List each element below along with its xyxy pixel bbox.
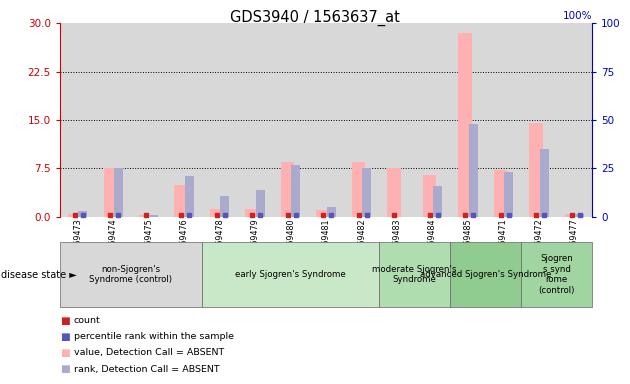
Text: non-Sjogren's
Syndrome (control): non-Sjogren's Syndrome (control) — [89, 265, 173, 284]
Text: 100%: 100% — [563, 11, 592, 21]
Text: value, Detection Call = ABSENT: value, Detection Call = ABSENT — [74, 348, 224, 358]
Bar — [316, 210, 330, 217]
Bar — [469, 124, 478, 217]
Bar — [565, 214, 578, 217]
Bar — [433, 186, 442, 217]
Text: count: count — [74, 316, 100, 325]
Bar — [505, 172, 513, 217]
Bar — [292, 165, 301, 217]
Bar — [423, 175, 437, 217]
Text: moderate Sjogren's
Syndrome: moderate Sjogren's Syndrome — [372, 265, 457, 284]
Bar — [540, 149, 549, 217]
Bar — [68, 214, 81, 217]
Text: GDS3940 / 1563637_at: GDS3940 / 1563637_at — [230, 10, 400, 26]
Text: ■: ■ — [60, 316, 69, 326]
Bar — [114, 169, 123, 217]
Bar — [139, 215, 152, 217]
Text: ■: ■ — [60, 332, 69, 342]
Bar — [459, 33, 472, 217]
Bar — [281, 162, 294, 217]
Bar — [387, 169, 401, 217]
Bar — [352, 162, 365, 217]
Text: early Sjogren's Syndrome: early Sjogren's Syndrome — [235, 270, 346, 279]
Bar — [256, 190, 265, 217]
Text: rank, Detection Call = ABSENT: rank, Detection Call = ABSENT — [74, 364, 219, 374]
Text: disease state ►: disease state ► — [1, 270, 77, 280]
Bar — [185, 176, 194, 217]
Text: advanced Sjogren's Syndrome: advanced Sjogren's Syndrome — [420, 270, 551, 279]
Bar — [494, 170, 507, 217]
Text: ■: ■ — [60, 364, 69, 374]
Bar — [529, 123, 543, 217]
Bar — [79, 211, 88, 217]
Text: Sjogren
s synd
rome
(control): Sjogren s synd rome (control) — [539, 255, 575, 295]
Bar — [327, 207, 336, 217]
Bar — [575, 214, 584, 217]
Text: ■: ■ — [60, 348, 69, 358]
Bar — [362, 169, 371, 217]
Bar — [210, 209, 224, 217]
Bar — [175, 185, 188, 217]
Bar — [149, 215, 158, 217]
Text: percentile rank within the sample: percentile rank within the sample — [74, 332, 234, 341]
Bar — [220, 195, 229, 217]
Bar — [246, 209, 259, 217]
Bar — [103, 169, 117, 217]
